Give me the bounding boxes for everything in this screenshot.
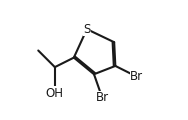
Text: OH: OH [46, 87, 64, 100]
Text: Br: Br [96, 91, 109, 104]
Text: S: S [83, 23, 91, 36]
Text: Br: Br [130, 70, 143, 83]
